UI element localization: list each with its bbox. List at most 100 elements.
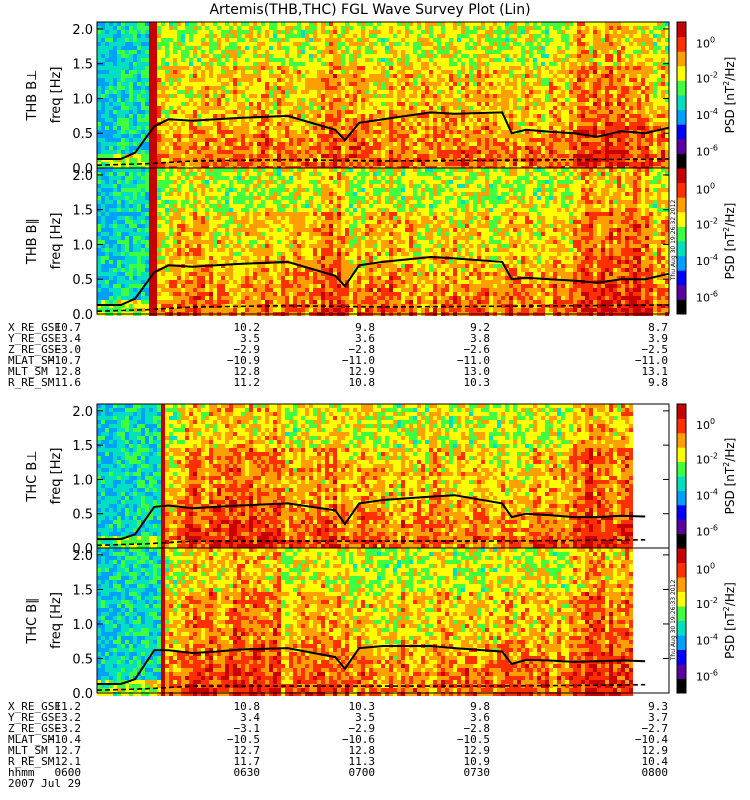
colorbar: 100 10-2 10-4 10-6 PSD [nT2/Hz] bbox=[676, 21, 737, 169]
y-axis-label: freq [Hz] bbox=[49, 592, 64, 649]
ephem-value: 12.9 bbox=[642, 744, 669, 757]
y-tick-label: 1.5 bbox=[72, 439, 93, 454]
ephem-row-label: MLAT_SM bbox=[8, 733, 55, 746]
ephem-value: 10.8 bbox=[234, 700, 261, 713]
trace-solid bbox=[97, 494, 646, 541]
colorbar: 100 10-2 10-4 10-6 PSD [nT2/Hz] bbox=[676, 167, 737, 315]
ephem-value: −10.5 bbox=[227, 733, 260, 746]
ephem-value: 3.4 bbox=[240, 711, 260, 724]
y-axis-label: freq [Hz] bbox=[49, 448, 64, 505]
trace-solid bbox=[97, 111, 670, 160]
colorbar-tick-label: 10-4 bbox=[696, 632, 718, 647]
y-tick-label: 1.0 bbox=[72, 238, 93, 253]
ephem-value: 9.8 bbox=[648, 376, 668, 389]
colorbar-tick-label: 100 bbox=[696, 561, 715, 576]
panel-frame bbox=[96, 547, 670, 694]
colorbar-tick-label: 100 bbox=[696, 417, 715, 432]
ephem-value: 10.8 bbox=[349, 376, 376, 389]
panel-label: THB B⊥ bbox=[25, 69, 40, 121]
ephem-value: 9.2 bbox=[470, 321, 490, 334]
colorbar-tick-label: 10-2 bbox=[696, 70, 718, 85]
ephem-value: 13.1 bbox=[642, 365, 669, 378]
ephem-value: 13.0 bbox=[464, 365, 491, 378]
ephem-value: 10.2 bbox=[234, 321, 261, 334]
colorbar-tick-label: 10-2 bbox=[696, 596, 718, 611]
ephem-value: 10.3 bbox=[464, 376, 491, 389]
ephem-row-label: X_RE_GSE bbox=[8, 700, 61, 713]
ephem-row-label: X_RE_GSE bbox=[8, 321, 61, 334]
trace-dashed bbox=[96, 304, 670, 312]
y-tick-label: 2.0 bbox=[72, 23, 93, 38]
ephem-value: −2.8 bbox=[349, 343, 376, 356]
ephem-value: 9.3 bbox=[648, 700, 668, 713]
ephem-value: 9.8 bbox=[355, 321, 375, 334]
colorbar-tick-label: 10-4 bbox=[696, 488, 718, 503]
ephem-value: −10.7 bbox=[48, 354, 81, 367]
ephem-row-label: Z_RE_GSE bbox=[8, 722, 61, 735]
y-axis-label: freq [Hz] bbox=[49, 67, 64, 124]
ephem-value: −10.4 bbox=[635, 733, 668, 746]
ephem-value: 11.3 bbox=[349, 755, 376, 768]
ephem-value: −10.4 bbox=[48, 733, 81, 746]
ephem-value: 3.9 bbox=[648, 332, 668, 345]
ephem-value: −10.5 bbox=[457, 733, 490, 746]
panel-0: 0.0 0.5 1.0 1.5 2.0 THB B⊥ freq [Hz] 100 10-2 10-… bbox=[25, 21, 737, 177]
hhmm-tick: 0700 bbox=[349, 766, 376, 779]
plot-title: Artemis(THB,THC) FGL Wave Survey Plot (L… bbox=[209, 2, 530, 18]
ephem-value: 3.7 bbox=[648, 711, 668, 724]
ephem-value: 11.7 bbox=[234, 755, 261, 768]
panel-label: THC B⊥ bbox=[25, 450, 40, 502]
colorbar-tick-label: 10-4 bbox=[696, 253, 718, 268]
panel-label: THB B∥ bbox=[25, 218, 40, 265]
spectrogram bbox=[97, 404, 633, 548]
colorbar: 100 10-2 10-4 10-6 PSD [nT2/Hz] bbox=[676, 403, 737, 549]
ephem-value: 11.2 bbox=[55, 700, 82, 713]
ephem-value: −10.6 bbox=[342, 733, 375, 746]
ephem-row-label: R_RE_SM bbox=[8, 755, 55, 768]
y-tick-label: 1.5 bbox=[72, 58, 93, 73]
trace-solid bbox=[97, 255, 670, 306]
ephem-row-label: Z_RE_GSE bbox=[8, 343, 61, 356]
ephem-value: 12.1 bbox=[55, 755, 82, 768]
colorbar-tick-label: 10-4 bbox=[696, 107, 718, 122]
ephem-value: −2.6 bbox=[464, 343, 491, 356]
ephem-value: −11.0 bbox=[457, 354, 490, 367]
ephem-value: −11.0 bbox=[635, 354, 668, 367]
ephem-value: 11.2 bbox=[234, 376, 261, 389]
colorbar-label: PSD [nT2/Hz] bbox=[722, 438, 737, 515]
colorbar-tick-label: 10-2 bbox=[696, 216, 718, 231]
ephem-value: 10.9 bbox=[464, 755, 491, 768]
trace-dashed bbox=[96, 539, 646, 547]
ephem-row-label: MLAT_SM bbox=[8, 354, 55, 367]
y-tick-label: 0.5 bbox=[72, 652, 93, 667]
panel-1: 0.0 0.5 1.0 1.5 2.0 THB B∥ freq [Hz] 100 10-2 10-… bbox=[25, 167, 737, 323]
ephem-value: 10.3 bbox=[349, 700, 376, 713]
ephem-row-label: R_RE_SM bbox=[8, 376, 55, 389]
spectrogram-panels: 0.0 0.5 1.0 1.5 2.0 THB B⊥ freq [Hz] 100 10-2 10-… bbox=[25, 21, 737, 702]
ephem-value: 12.7 bbox=[234, 744, 261, 757]
trace-dashed bbox=[96, 158, 670, 166]
ephem-value: 3.6 bbox=[355, 332, 375, 345]
ephem-value: 9.8 bbox=[470, 700, 490, 713]
generation-timestamp: Thu Aug 30 19:26:32 2012 bbox=[670, 200, 677, 282]
colorbar-label: PSD [nT2/Hz] bbox=[722, 57, 737, 134]
ephem-value: 12.8 bbox=[55, 365, 82, 378]
y-tick-label: 2.0 bbox=[72, 549, 93, 564]
y-tick-label: 2.0 bbox=[72, 169, 93, 184]
ephem-value: −2.8 bbox=[464, 722, 491, 735]
ephem-value: 3.5 bbox=[355, 711, 375, 724]
y-tick-label: 1.5 bbox=[72, 204, 93, 219]
ephem-value: −2.5 bbox=[642, 343, 669, 356]
colorbar-tick-label: 100 bbox=[696, 181, 715, 196]
y-tick-label: 0.5 bbox=[72, 273, 93, 288]
trace-solid bbox=[97, 645, 646, 685]
date-label: 2007 Jul 29 bbox=[8, 777, 81, 790]
ephem-value: 3.6 bbox=[470, 711, 490, 724]
ephem-value: −2.7 bbox=[642, 722, 669, 735]
ephem-value: 3.4 bbox=[61, 332, 81, 345]
ephem-value: −3.0 bbox=[55, 343, 82, 356]
y-tick-label: 0.5 bbox=[72, 127, 93, 142]
y-tick-label: 1.0 bbox=[72, 92, 93, 107]
